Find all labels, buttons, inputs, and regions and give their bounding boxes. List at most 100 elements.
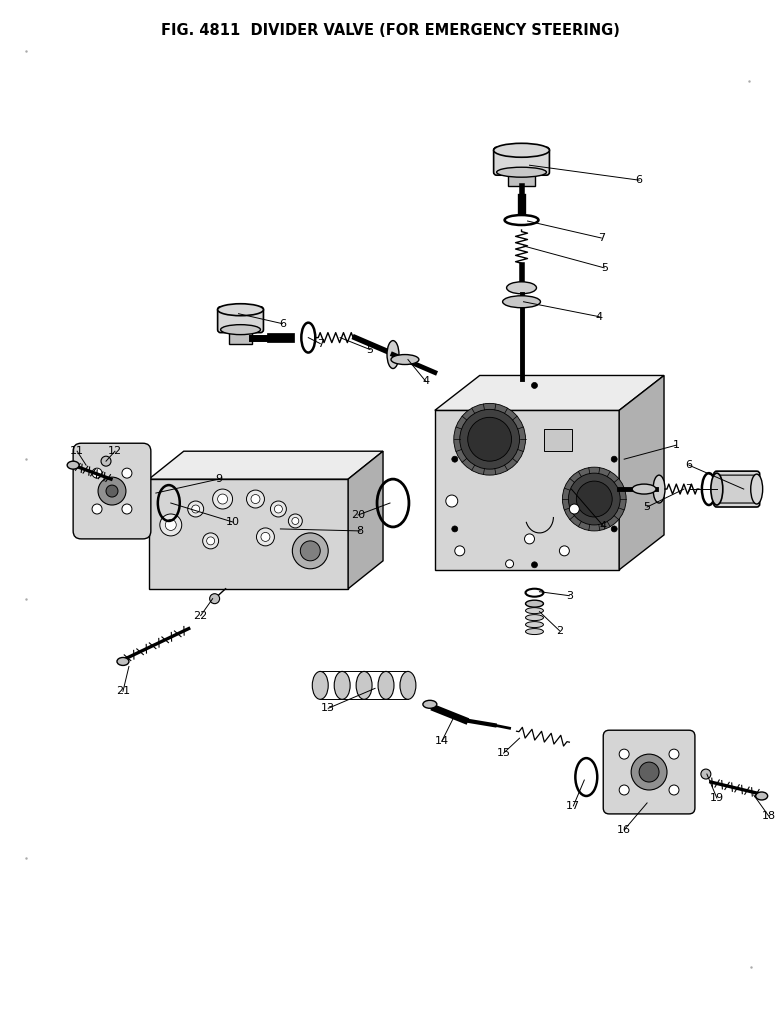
FancyBboxPatch shape <box>717 475 757 503</box>
Circle shape <box>296 537 324 565</box>
Ellipse shape <box>378 672 394 699</box>
Text: 6: 6 <box>279 319 286 329</box>
Circle shape <box>576 481 612 517</box>
FancyBboxPatch shape <box>508 172 536 186</box>
Text: 5: 5 <box>366 344 373 355</box>
Circle shape <box>525 534 534 544</box>
FancyBboxPatch shape <box>494 148 549 175</box>
Circle shape <box>166 520 177 531</box>
Ellipse shape <box>756 792 768 800</box>
Text: 5: 5 <box>644 502 651 512</box>
Circle shape <box>631 754 667 790</box>
Circle shape <box>612 526 617 532</box>
Circle shape <box>301 541 320 560</box>
Polygon shape <box>435 411 619 570</box>
Circle shape <box>292 533 328 569</box>
Text: 17: 17 <box>566 801 580 811</box>
FancyBboxPatch shape <box>714 471 760 507</box>
Text: 20: 20 <box>351 510 366 520</box>
Circle shape <box>569 504 580 514</box>
FancyBboxPatch shape <box>544 429 572 451</box>
Circle shape <box>454 404 526 475</box>
Ellipse shape <box>356 672 372 699</box>
Circle shape <box>292 518 299 525</box>
Text: 14: 14 <box>435 736 449 746</box>
Ellipse shape <box>220 325 261 334</box>
Text: 4: 4 <box>423 376 430 386</box>
Circle shape <box>669 749 679 759</box>
Circle shape <box>288 514 302 528</box>
Text: 22: 22 <box>194 610 208 621</box>
Polygon shape <box>435 375 664 411</box>
Text: 10: 10 <box>226 517 240 527</box>
Text: 4: 4 <box>596 312 603 322</box>
Text: 6: 6 <box>636 175 643 185</box>
Circle shape <box>160 514 182 536</box>
Polygon shape <box>149 479 348 589</box>
Circle shape <box>701 769 711 780</box>
Ellipse shape <box>67 462 79 469</box>
Text: 6: 6 <box>686 461 693 470</box>
Circle shape <box>122 504 132 514</box>
Text: 19: 19 <box>710 793 724 803</box>
Circle shape <box>619 749 629 759</box>
Ellipse shape <box>117 657 129 665</box>
Circle shape <box>468 418 512 462</box>
FancyBboxPatch shape <box>603 731 695 814</box>
Ellipse shape <box>387 340 399 369</box>
FancyBboxPatch shape <box>229 329 252 343</box>
Ellipse shape <box>503 296 540 308</box>
Ellipse shape <box>632 484 656 494</box>
Ellipse shape <box>526 607 544 613</box>
Text: 3: 3 <box>566 591 572 600</box>
Ellipse shape <box>312 672 328 699</box>
Circle shape <box>612 457 617 463</box>
Circle shape <box>270 501 287 517</box>
Ellipse shape <box>526 614 544 621</box>
Circle shape <box>101 457 111 466</box>
Circle shape <box>619 785 629 795</box>
Ellipse shape <box>711 473 722 505</box>
Text: 12: 12 <box>108 446 122 457</box>
Circle shape <box>639 762 659 782</box>
Ellipse shape <box>400 672 416 699</box>
Circle shape <box>455 546 465 555</box>
Text: 18: 18 <box>761 811 776 821</box>
Circle shape <box>212 489 233 510</box>
Circle shape <box>446 495 458 507</box>
Circle shape <box>247 490 265 508</box>
Ellipse shape <box>391 355 419 365</box>
Ellipse shape <box>494 144 549 157</box>
Text: 4: 4 <box>600 521 607 531</box>
Ellipse shape <box>497 167 547 177</box>
FancyBboxPatch shape <box>73 443 151 539</box>
Text: 15: 15 <box>497 748 511 758</box>
Text: 7: 7 <box>316 338 324 348</box>
Polygon shape <box>149 451 383 479</box>
Ellipse shape <box>218 304 263 316</box>
Text: 1: 1 <box>672 440 679 450</box>
Ellipse shape <box>526 629 544 635</box>
Circle shape <box>203 533 219 549</box>
Circle shape <box>274 505 283 513</box>
Polygon shape <box>348 451 383 589</box>
Text: 9: 9 <box>215 474 222 484</box>
Text: 21: 21 <box>116 687 130 696</box>
Circle shape <box>532 561 537 568</box>
Circle shape <box>207 537 215 545</box>
Circle shape <box>562 467 626 531</box>
Circle shape <box>505 559 514 568</box>
Circle shape <box>256 528 274 546</box>
Text: 7: 7 <box>686 484 693 494</box>
Polygon shape <box>619 375 664 570</box>
Text: 5: 5 <box>601 263 608 273</box>
Circle shape <box>122 468 132 478</box>
Circle shape <box>451 457 458 463</box>
Circle shape <box>303 544 317 557</box>
Circle shape <box>92 468 102 478</box>
Circle shape <box>569 473 620 525</box>
Circle shape <box>251 494 260 503</box>
Ellipse shape <box>653 475 665 503</box>
Circle shape <box>98 477 126 505</box>
Ellipse shape <box>526 622 544 628</box>
